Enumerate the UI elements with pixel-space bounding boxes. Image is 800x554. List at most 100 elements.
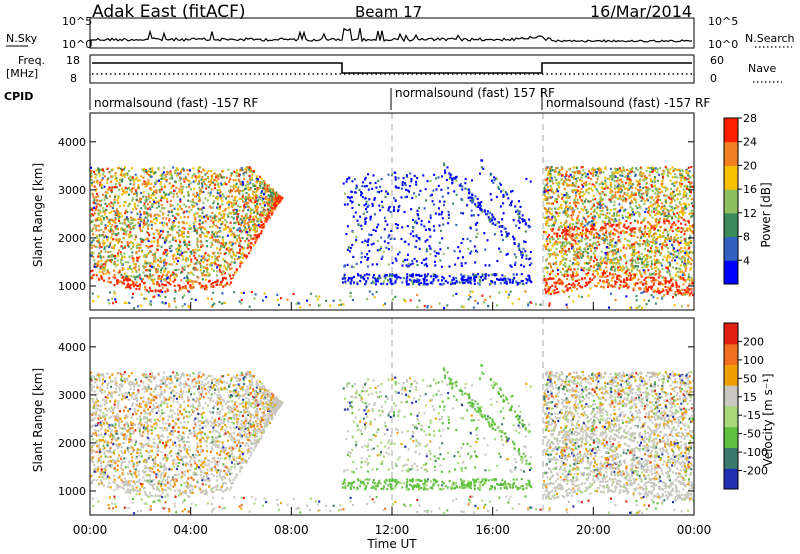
power-pixel xyxy=(254,241,257,244)
power-pixel xyxy=(213,179,216,182)
power-pixel xyxy=(547,252,550,256)
power-pixel xyxy=(545,168,547,171)
power-pixel xyxy=(125,277,128,280)
power-pixel xyxy=(214,219,217,222)
power-pixel xyxy=(151,169,154,172)
power-pixel xyxy=(643,175,646,178)
power-pixel xyxy=(119,167,122,170)
power-pixel xyxy=(153,237,156,240)
power-pixel xyxy=(209,264,212,267)
power-pixel xyxy=(99,255,102,258)
power-pixel xyxy=(412,273,414,276)
power-pixel xyxy=(345,233,348,236)
power-pixel xyxy=(159,235,162,238)
power-pixel xyxy=(122,192,125,195)
power-pixel xyxy=(171,226,173,229)
power-pixel xyxy=(685,292,688,295)
power-pixel xyxy=(369,182,372,185)
power-pixel xyxy=(622,166,625,169)
power-pixel xyxy=(380,178,383,181)
power-pixel xyxy=(588,182,591,185)
power-pixel xyxy=(122,190,125,193)
power-pixel xyxy=(572,238,575,242)
power-pixel xyxy=(232,253,235,256)
power-pixel xyxy=(116,199,119,202)
power-pixel xyxy=(208,205,211,208)
power-pixel xyxy=(215,224,218,227)
power-pixel xyxy=(462,212,465,215)
power-pixel xyxy=(129,182,132,185)
power-pixel xyxy=(525,257,528,260)
power-pixel xyxy=(562,229,565,232)
power-pixel xyxy=(664,228,667,231)
power-pixel xyxy=(517,213,520,216)
power-pixel xyxy=(192,249,195,252)
power-pixel xyxy=(490,280,493,283)
power-pixel xyxy=(132,224,135,228)
power-pixel xyxy=(364,218,366,221)
power-pixel xyxy=(120,173,123,176)
power-pixel xyxy=(686,288,689,291)
power-pixel xyxy=(91,275,93,278)
power-pixel xyxy=(154,202,157,205)
power-pixel xyxy=(548,211,551,214)
power-pixel xyxy=(202,201,205,205)
power-pixel xyxy=(146,207,149,210)
power-pixel xyxy=(688,273,690,276)
power-pixel xyxy=(401,183,404,187)
power-pixel xyxy=(163,241,166,244)
power-pixel xyxy=(631,278,634,281)
power-pixel xyxy=(393,206,395,209)
power-pixel xyxy=(125,216,128,219)
power-pixel xyxy=(429,194,432,197)
power-pixel xyxy=(157,167,160,170)
power-pixel xyxy=(216,174,219,177)
power-pixel xyxy=(187,279,190,282)
power-pixel xyxy=(571,239,574,242)
power-pixel xyxy=(578,282,580,285)
power-pixel xyxy=(553,232,556,235)
power-pixel xyxy=(347,196,349,199)
power-pixel xyxy=(172,271,174,274)
power-pixel xyxy=(349,199,352,202)
power-pixel xyxy=(230,174,233,177)
power-pixel xyxy=(176,260,179,263)
power-pixel xyxy=(210,241,213,244)
power-pixel xyxy=(186,235,188,239)
power-pixel xyxy=(360,224,363,227)
power-pixel xyxy=(110,229,113,232)
power-pixel xyxy=(487,216,490,219)
station-title: Adak East (fitACF) xyxy=(92,2,246,22)
power-pixel xyxy=(690,241,693,245)
power-pixel xyxy=(137,179,140,182)
power-pixel xyxy=(601,272,604,275)
power-pixel xyxy=(135,275,138,278)
power-pixel xyxy=(90,246,93,249)
power-pixel xyxy=(387,242,390,245)
power-pixel xyxy=(230,277,233,280)
power-pixel xyxy=(177,232,180,235)
power-pixel xyxy=(241,237,244,240)
power-pixel xyxy=(212,238,215,242)
power-pixel xyxy=(134,205,136,208)
power-pixel xyxy=(251,178,254,181)
power-pixel xyxy=(205,288,208,291)
power-pixel xyxy=(243,221,246,224)
power-pixel xyxy=(465,280,468,283)
power-pixel xyxy=(97,262,100,266)
power-pixel xyxy=(379,209,382,212)
power-pixel xyxy=(551,216,554,219)
power-pixel xyxy=(90,277,93,280)
power-pixel xyxy=(415,222,418,225)
power-pixel xyxy=(271,195,274,198)
power-pixel xyxy=(569,179,571,182)
power-pixel xyxy=(685,207,688,210)
power-pixel xyxy=(581,229,584,232)
power-pixel xyxy=(475,205,478,208)
power-pixel xyxy=(121,276,124,279)
power-pixel xyxy=(395,278,398,281)
power-pixel xyxy=(129,179,132,182)
power-pixel xyxy=(425,279,428,282)
power-pixel xyxy=(116,282,119,285)
